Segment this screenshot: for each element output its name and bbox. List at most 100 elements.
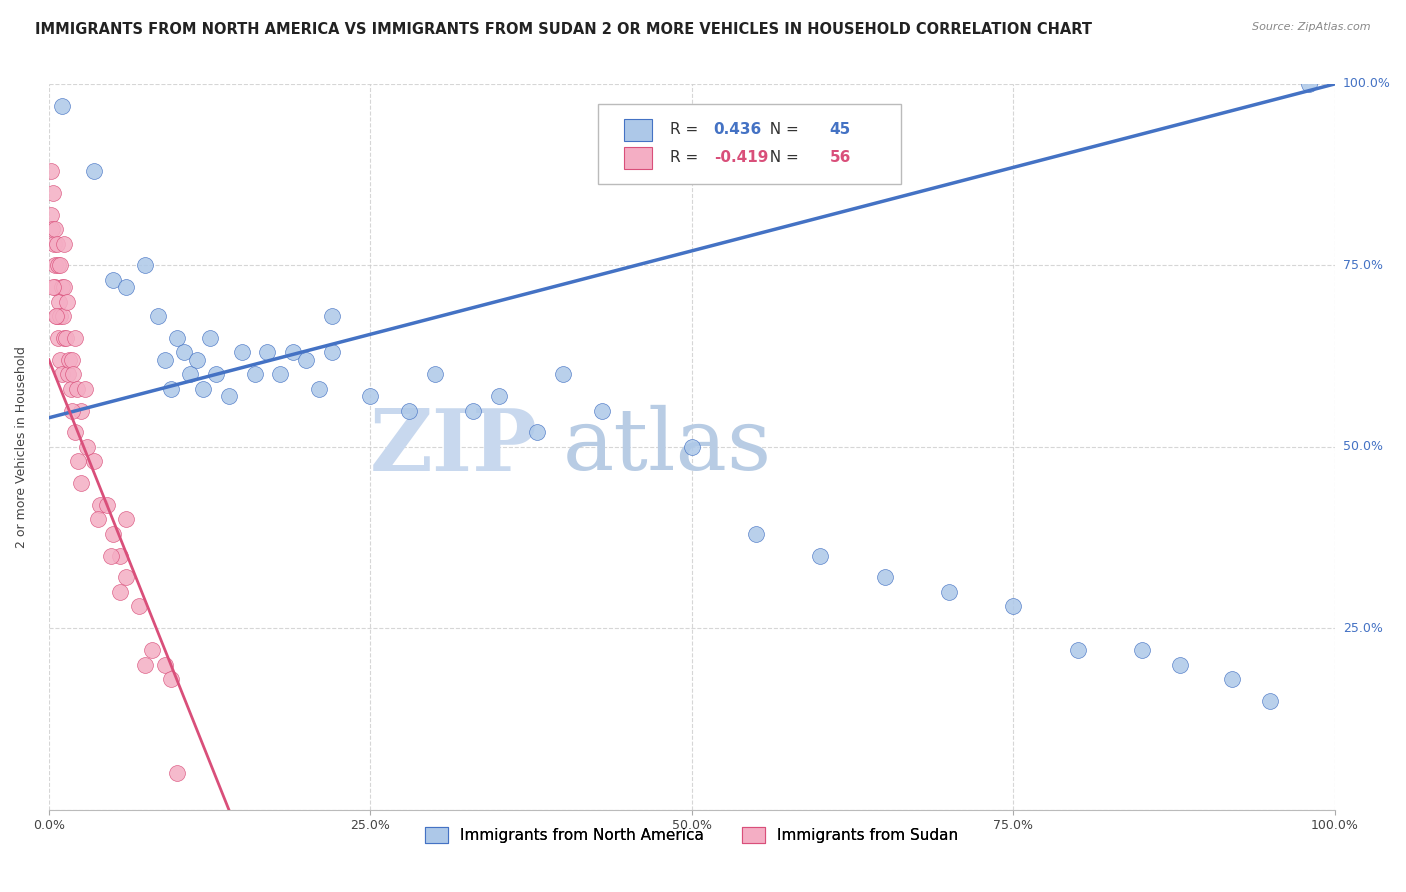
Point: [44, 280, 66, 294]
Point: [115, 280, 138, 294]
Point: [321, 345, 343, 359]
Text: N =: N =: [761, 122, 804, 137]
Point: [231, 345, 253, 359]
Point: [160, 382, 183, 396]
Text: R =: R =: [669, 151, 703, 165]
Point: [58, 352, 80, 367]
Point: [423, 368, 446, 382]
Point: [553, 368, 575, 382]
Point: [42, 280, 65, 294]
Point: [108, 549, 131, 563]
Point: [48, 294, 70, 309]
Point: [243, 368, 266, 382]
FancyBboxPatch shape: [624, 119, 652, 141]
Text: 45: 45: [830, 122, 851, 137]
Point: [60, 403, 83, 417]
Point: [1298, 77, 1320, 91]
Point: [96, 498, 118, 512]
Text: R =: R =: [669, 122, 703, 137]
Text: N =: N =: [761, 151, 804, 165]
Text: ZIP: ZIP: [370, 405, 537, 489]
Point: [51, 99, 73, 113]
Point: [873, 570, 896, 584]
Point: [83, 454, 105, 468]
Point: [42, 236, 65, 251]
Point: [134, 657, 156, 672]
Point: [1260, 694, 1282, 708]
Point: [308, 382, 330, 396]
Point: [115, 570, 138, 584]
Point: [52, 309, 75, 323]
FancyBboxPatch shape: [598, 103, 901, 184]
Point: [56, 294, 79, 309]
Point: [269, 368, 291, 382]
Text: 25.0%: 25.0%: [1343, 622, 1384, 635]
Point: [46, 331, 69, 345]
Point: [810, 549, 832, 563]
Point: [153, 657, 176, 672]
Point: [49, 352, 72, 367]
Point: [45, 309, 67, 323]
Y-axis label: 2 or more Vehicles in Household: 2 or more Vehicles in Household: [15, 346, 28, 548]
Point: [256, 345, 278, 359]
Text: IMMIGRANTS FROM NORTH AMERICA VS IMMIGRANTS FROM SUDAN 2 OR MORE VEHICLES IN HOU: IMMIGRANTS FROM NORTH AMERICA VS IMMIGRA…: [35, 22, 1092, 37]
Point: [526, 425, 548, 440]
Point: [141, 643, 163, 657]
Point: [146, 309, 169, 323]
Text: Source: ZipAtlas.com: Source: ZipAtlas.com: [1253, 22, 1371, 32]
Point: [51, 368, 73, 382]
Point: [86, 512, 108, 526]
Point: [205, 368, 228, 382]
Point: [101, 273, 124, 287]
Point: [153, 352, 176, 367]
Text: 75.0%: 75.0%: [1343, 259, 1384, 272]
Point: [46, 259, 69, 273]
Point: [53, 236, 76, 251]
Point: [1130, 643, 1153, 657]
Point: [41, 222, 63, 236]
Point: [321, 309, 343, 323]
Point: [1002, 599, 1025, 614]
Point: [101, 527, 124, 541]
Point: [128, 599, 150, 614]
Text: -0.419: -0.419: [714, 151, 768, 165]
Point: [591, 403, 613, 417]
Point: [179, 368, 201, 382]
Point: [681, 440, 703, 454]
Point: [488, 389, 510, 403]
Point: [53, 280, 76, 294]
Point: [39, 164, 62, 178]
Point: [73, 382, 96, 396]
Point: [63, 425, 86, 440]
Point: [41, 186, 63, 200]
Point: [44, 259, 66, 273]
Point: [173, 345, 195, 359]
Legend: Immigrants from North America, Immigrants from Sudan: Immigrants from North America, Immigrant…: [419, 821, 965, 849]
Point: [160, 672, 183, 686]
Point: [76, 440, 98, 454]
Point: [1170, 657, 1192, 672]
Point: [186, 352, 208, 367]
Point: [359, 389, 381, 403]
Point: [66, 382, 89, 396]
Point: [134, 259, 156, 273]
Point: [49, 309, 72, 323]
Point: [46, 309, 69, 323]
Point: [55, 331, 77, 345]
Point: [191, 382, 214, 396]
Point: [52, 331, 75, 345]
Point: [70, 403, 93, 417]
Point: [49, 259, 72, 273]
Point: [44, 222, 66, 236]
Text: 56: 56: [830, 151, 851, 165]
Point: [1220, 672, 1243, 686]
Point: [56, 368, 79, 382]
Point: [89, 498, 111, 512]
Point: [463, 403, 485, 417]
Point: [938, 585, 960, 599]
Point: [62, 368, 84, 382]
FancyBboxPatch shape: [624, 147, 652, 169]
Point: [70, 476, 93, 491]
Point: [63, 331, 86, 345]
Point: [198, 331, 221, 345]
